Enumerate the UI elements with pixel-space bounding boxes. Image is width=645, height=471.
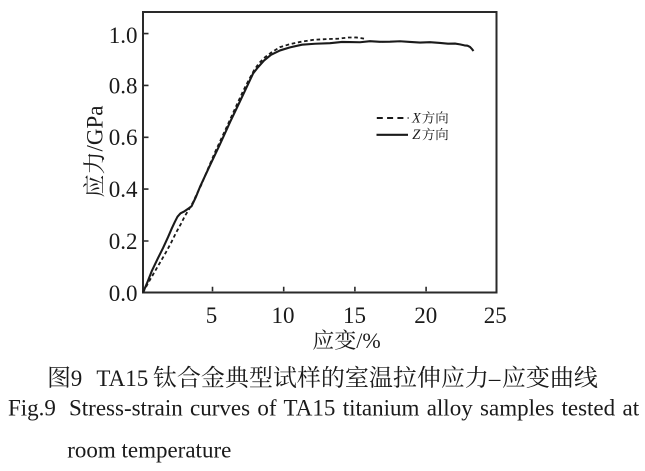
svg-text:/%: /% xyxy=(356,328,380,353)
svg-text:Fig.9: Fig.9 xyxy=(8,396,56,421)
svg-text:/GPa: /GPa xyxy=(83,106,108,152)
svg-text:20: 20 xyxy=(414,303,437,328)
svg-text:0.4: 0.4 xyxy=(109,177,138,202)
svg-text:Z: Z xyxy=(412,127,421,143)
svg-text:0.2: 0.2 xyxy=(109,229,138,254)
svg-text:1.0: 1.0 xyxy=(109,23,138,48)
svg-text:0.6: 0.6 xyxy=(109,125,138,150)
svg-text:15: 15 xyxy=(343,303,366,328)
svg-text:9: 9 xyxy=(71,366,83,391)
svg-text:TA15: TA15 xyxy=(96,366,148,391)
svg-text:room temperature: room temperature xyxy=(67,438,231,463)
svg-text:10: 10 xyxy=(272,303,295,328)
svg-text:0.8: 0.8 xyxy=(109,73,138,98)
svg-text:0.0: 0.0 xyxy=(109,281,138,306)
svg-text:Stress-strain curves of TA15 t: Stress-strain curves of TA15 titanium al… xyxy=(69,396,640,421)
svg-text:25: 25 xyxy=(484,303,507,328)
svg-text:–: – xyxy=(488,366,501,391)
svg-text:5: 5 xyxy=(206,303,218,328)
svg-text:X: X xyxy=(411,111,422,127)
